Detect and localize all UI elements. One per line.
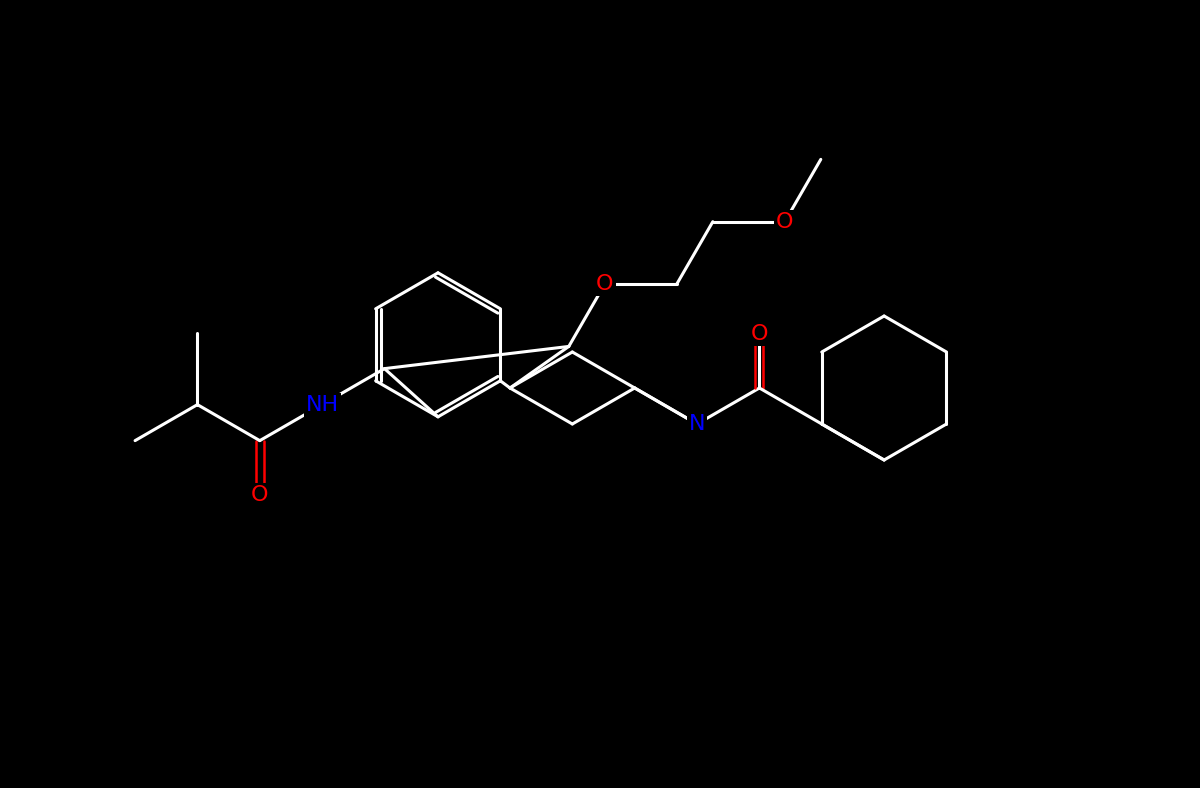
Text: N: N	[689, 414, 706, 434]
Text: NH: NH	[306, 395, 338, 414]
Text: O: O	[776, 212, 793, 232]
Text: O: O	[596, 274, 613, 294]
Text: O: O	[251, 485, 269, 504]
Text: O: O	[751, 324, 768, 344]
